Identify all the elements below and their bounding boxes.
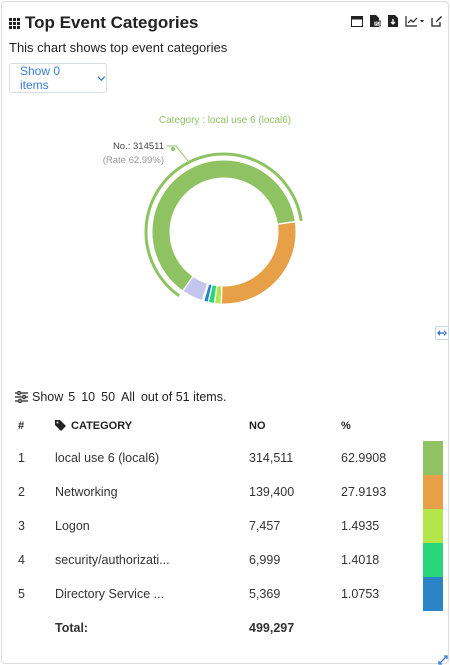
category-table: # CATEGORY NO % 1 local use 6 (local6) 314… <box>9 411 445 645</box>
col-header-category-label: CATEGORY <box>71 420 133 432</box>
row-percent: 1.4018 <box>341 553 380 567</box>
widget-title: Top Event Categories <box>25 13 199 32</box>
row-percent: 27.9193 <box>341 485 387 499</box>
widget-header: Top Event Categories PDF <box>9 12 445 34</box>
row-color-cell <box>423 577 445 611</box>
row-count: 139,400 <box>249 485 295 499</box>
col-header-color <box>423 411 445 441</box>
tooltip-connector-dot <box>171 147 175 151</box>
total-pct-cell <box>341 611 423 645</box>
show-items-dropdown[interactable]: Show 0 items <box>9 63 107 93</box>
pager-show-label: Show <box>32 390 64 404</box>
table-row[interactable]: 3 Logon 7,457 1.4935 <box>9 509 445 543</box>
donut-slice[interactable] <box>151 159 296 292</box>
widget-toolbar: PDF <box>351 15 443 27</box>
pager-option-50[interactable]: 50 <box>101 390 116 404</box>
tooltip-rate: (Rate 62.99%) <box>103 155 164 166</box>
donut-chart: Category : local use 6 (local6) No.: 314… <box>103 115 303 305</box>
color-swatch <box>423 577 443 611</box>
table-row[interactable]: 1 local use 6 (local6) 314,511 62.9908 <box>9 441 445 475</box>
row-index: 5 <box>18 587 25 601</box>
row-category: security/authorizati... <box>55 553 170 567</box>
row-count: 6,999 <box>249 553 281 567</box>
tooltip-count: No.: 314511 <box>113 141 164 152</box>
row-index: 4 <box>18 553 25 567</box>
donut-slice[interactable] <box>182 275 209 302</box>
row-count: 5,369 <box>249 587 281 601</box>
col-header-pct[interactable]: % <box>341 420 351 432</box>
row-color-cell <box>423 441 445 475</box>
row-index: 2 <box>18 485 25 499</box>
table-row[interactable]: 2 Networking 139,400 27.9193 <box>9 475 445 509</box>
pager-summary: out of 51 items. <box>140 390 227 404</box>
edit-icon[interactable] <box>431 15 443 27</box>
download-icon[interactable] <box>387 15 399 27</box>
tooltip-connector <box>167 145 189 162</box>
row-percent: 1.0753 <box>341 587 380 601</box>
export-pdf-icon[interactable]: PDF <box>369 15 381 27</box>
total-color-cell <box>423 611 445 645</box>
row-count: 314,511 <box>249 451 294 465</box>
row-category: Logon <box>55 519 90 533</box>
total-value: 499,297 <box>249 621 295 635</box>
pager-option-all[interactable]: All <box>121 390 135 404</box>
total-index-cell <box>9 611 55 645</box>
selected-slice-halo <box>144 152 303 298</box>
drag-grid-icon[interactable] <box>9 17 20 29</box>
svg-text:PDF: PDF <box>375 21 381 26</box>
col-header-category[interactable]: CATEGORY <box>55 411 249 441</box>
horizontal-resize-icon[interactable] <box>435 326 449 340</box>
sliders-icon[interactable] <box>15 391 28 403</box>
pagination-bar: Show 5 10 50 All out of 51 items. <box>15 390 229 404</box>
pager-option-10[interactable]: 10 <box>81 390 96 404</box>
color-swatch <box>423 509 443 543</box>
widget-subtitle: This chart shows top event categories <box>9 40 228 55</box>
total-label: Total: <box>55 621 89 635</box>
donut-slice[interactable] <box>220 221 297 305</box>
table-row[interactable]: 4 security/authorizati... 6,999 1.4018 <box>9 543 445 577</box>
donut-slices <box>144 152 303 305</box>
tooltip-header: Category : local use 6 (local6) <box>159 115 291 126</box>
row-color-cell <box>423 475 445 509</box>
table-header-row: # CATEGORY NO % <box>9 411 445 441</box>
row-percent: 62.9908 <box>341 451 387 465</box>
row-percent: 1.4935 <box>341 519 380 533</box>
col-header-no[interactable]: NO <box>249 420 266 432</box>
color-swatch <box>423 475 443 509</box>
color-swatch <box>423 441 443 475</box>
chevron-down-icon <box>97 75 106 81</box>
chart-type-icon[interactable] <box>405 15 425 27</box>
row-category: Directory Service ... <box>55 587 165 601</box>
row-color-cell <box>423 543 445 577</box>
col-header-index: # <box>18 420 25 432</box>
window-icon[interactable] <box>351 15 363 27</box>
row-category: local use 6 (local6) <box>55 451 160 465</box>
table-body: 1 local use 6 (local6) 314,511 62.9908 2 Netw… <box>9 441 445 645</box>
row-category: Networking <box>55 485 118 499</box>
row-index: 3 <box>18 519 25 533</box>
row-count: 7,457 <box>249 519 281 533</box>
color-swatch <box>423 543 443 577</box>
show-items-label: Show 0 items <box>20 64 61 92</box>
row-color-cell <box>423 509 445 543</box>
table-row[interactable]: 5 Directory Service ... 5,369 1.0753 <box>9 577 445 611</box>
pager-option-5[interactable]: 5 <box>68 390 76 404</box>
resize-corner-icon[interactable] <box>438 652 448 665</box>
tag-icon <box>55 420 66 431</box>
row-index: 1 <box>18 451 25 465</box>
table-total-row: Total: 499,297 <box>9 611 445 645</box>
